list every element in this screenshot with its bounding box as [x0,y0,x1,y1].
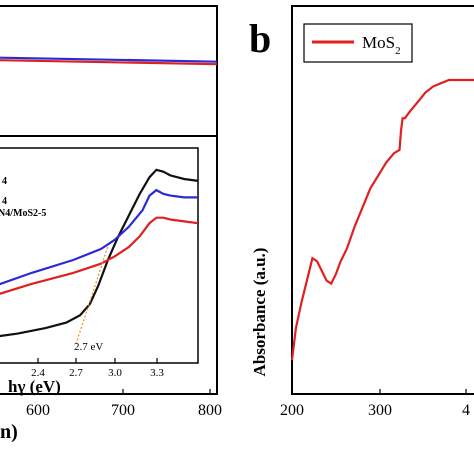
panel-a-frame [0,5,218,395]
inset-legend-fragment-3: N4/MoS2-5 [0,208,46,219]
panel-a-inset-xtick-label: 3.0 [108,367,122,379]
inset-frame [0,147,199,364]
panel-b: b Absorbance (a.u.) 200 300 4 MoS2 [249,5,474,419]
inset-xlabel: hγ (eV) [8,377,61,396]
bandgap-extrapolation-line [75,245,109,345]
panel-b-ylabel: Absorbance (a.u.) [250,248,269,377]
panel-a-xtick-label: 800 [198,402,222,419]
bandgap-annotation: 2.7 eV [74,341,103,353]
panel-a: 600 700 800 n) [0,5,222,443]
panel-a-xtick-label: 600 [26,402,50,419]
panel-a-inset-series-1 [0,188,198,286]
panel-a-inset-xtick-label: 2.4 [31,367,45,379]
panel-b-series-0 [290,78,474,361]
panel-a-inset-xtick-label: 2.7 [69,367,83,379]
inset-legend-fragment-2: 4 [2,196,7,207]
panel-b-label: b [249,16,271,61]
panel-b-xtick-label: 200 [280,402,304,419]
panel-b-xtick-label: 4 [462,402,470,419]
panel-a-series-0 [0,56,218,63]
panel-a-inset: 2.7 eV 4 4 N4/MoS2-5 2.4 2.7 3.0 3.3 hγ (eV… [0,147,199,396]
panel-a-inset-xtick-label: 3.3 [150,367,164,379]
panel-a-inset-series-2 [0,216,199,295]
panel-a-series-1 [0,59,218,66]
inset-legend-fragment-1: 4 [2,176,7,187]
panel-a-xtick-label: 700 [111,402,135,419]
panel-b-xtick-label: 300 [368,402,392,419]
legend-label-mos2: MoS2 [362,33,401,57]
panel-a-xlabel-fragment: n) [0,421,18,443]
panel-b-frame [291,5,474,395]
